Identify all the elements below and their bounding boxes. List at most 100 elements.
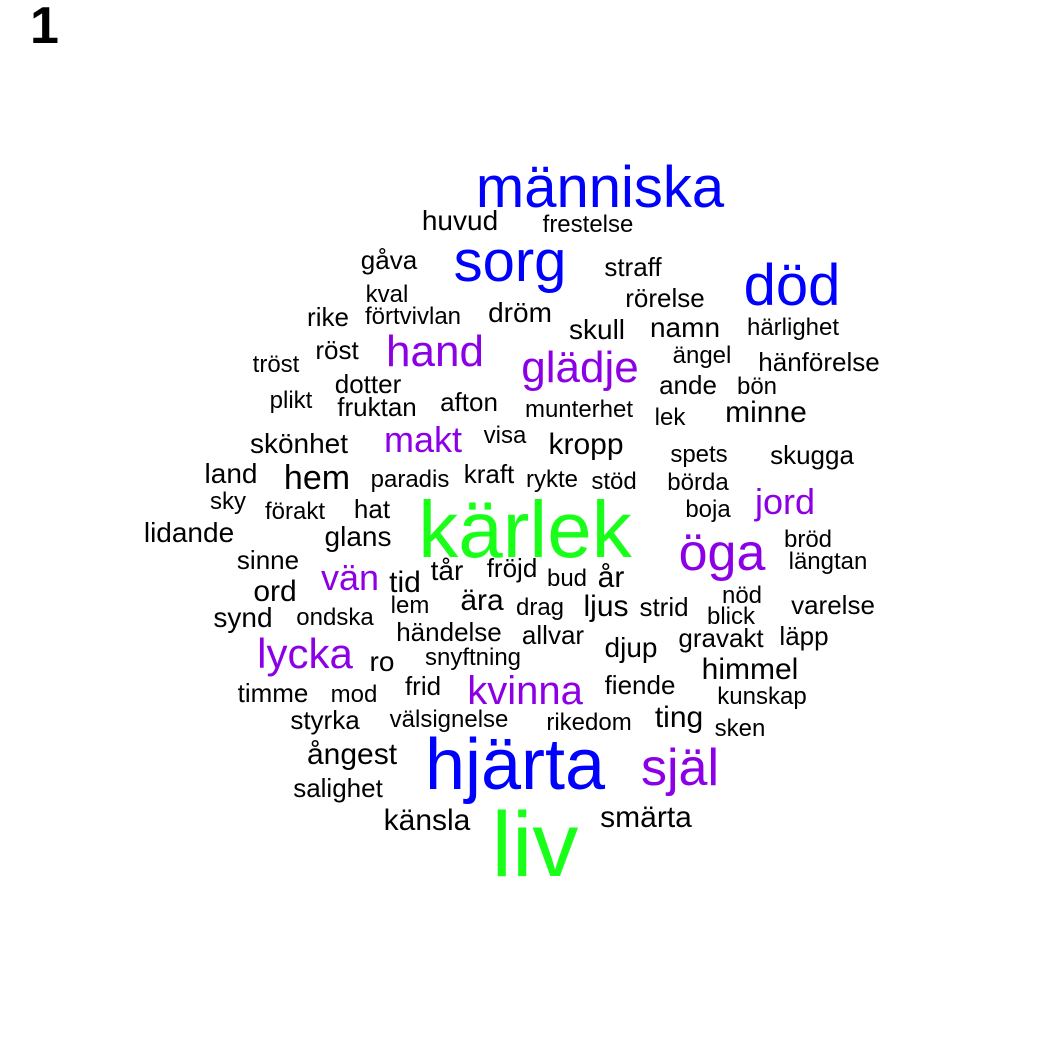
word-cloud-word: mod xyxy=(330,681,378,708)
word-cloud-word: munterhet xyxy=(524,396,634,423)
word-cloud-word: bud xyxy=(546,565,588,592)
word-cloud-word: jord xyxy=(754,481,816,522)
word-cloud-word: djup xyxy=(604,632,658,663)
word-cloud-word: hem xyxy=(283,459,351,497)
word-cloud-word: öga xyxy=(678,524,766,582)
word-cloud-word: makt xyxy=(383,419,463,460)
word-cloud-word: bön xyxy=(736,373,778,400)
word-cloud-word: kärlek xyxy=(418,485,632,574)
word-cloud-word: förakt xyxy=(264,498,326,525)
word-cloud-word: längtan xyxy=(788,548,868,575)
word-cloud-word: land xyxy=(204,458,258,489)
word-cloud-word: vän xyxy=(320,557,380,598)
word-cloud-word: blick xyxy=(706,603,756,630)
word-cloud-word: visa xyxy=(483,422,527,449)
word-cloud-word: smärta xyxy=(600,801,692,834)
word-cloud-word: straff xyxy=(604,252,662,282)
word-cloud-word: paradis xyxy=(370,466,450,493)
word-cloud-word: glädje xyxy=(521,343,639,392)
word-cloud-word: skönhet xyxy=(249,428,349,459)
word-cloud-word: hand xyxy=(386,327,484,376)
word-cloud-word: tröst xyxy=(252,351,300,378)
word-cloud-word: strid xyxy=(639,592,689,622)
word-cloud-word: dröm xyxy=(488,297,552,328)
word-cloud-word: kval xyxy=(365,281,409,308)
word-cloud-word: afton xyxy=(440,387,498,417)
word-cloud-word: härlighet xyxy=(746,314,840,341)
word-cloud-word: känsla xyxy=(383,804,471,837)
word-cloud-word: synd xyxy=(213,602,273,633)
word-cloud-word: år xyxy=(597,561,625,594)
word-cloud-word: sinne xyxy=(236,545,300,575)
word-cloud-word: allvar xyxy=(521,620,585,650)
word-cloud-word: välsignelse xyxy=(389,706,509,733)
word-cloud-word: ångest xyxy=(306,738,398,771)
word-cloud-word: röst xyxy=(315,335,359,365)
word-cloud-word: dotter xyxy=(334,369,402,399)
word-cloud-word: tår xyxy=(430,555,464,586)
word-cloud-word: frestelse xyxy=(542,211,634,238)
word-cloud-word: ande xyxy=(659,370,717,400)
word-cloud-word: läpp xyxy=(779,621,829,651)
word-cloud-word: nöd xyxy=(721,582,763,609)
word-cloud-word: frid xyxy=(404,671,442,701)
word-cloud-word: människa xyxy=(475,155,725,220)
word-cloud-word: lidande xyxy=(143,517,235,548)
word-cloud-word: huvud xyxy=(421,205,499,236)
word-cloud-word: salighet xyxy=(293,773,383,803)
word-cloud-word: börda xyxy=(667,469,729,496)
word-cloud-word: lycka xyxy=(257,630,353,677)
word-cloud-word: död xyxy=(743,253,841,318)
word-cloud-word: händelse xyxy=(396,617,502,647)
word-cloud-word: gåva xyxy=(360,245,418,275)
word-cloud-word: ord xyxy=(253,575,297,608)
word-cloud-word: sorg xyxy=(453,229,567,294)
word-cloud-word: tid xyxy=(389,566,421,599)
word-cloud-word: ära xyxy=(460,584,504,617)
word-cloud-word: fiende xyxy=(604,670,676,700)
word-cloud-word: sken xyxy=(714,715,766,742)
word-cloud-word: gravakt xyxy=(678,623,764,653)
word-cloud-word: varelse xyxy=(791,590,875,620)
word-cloud-word: rykte xyxy=(525,466,579,493)
word-cloud-word: rike xyxy=(307,302,349,332)
word-cloud-word: hat xyxy=(353,494,391,524)
word-cloud-word: namn xyxy=(649,312,721,343)
word-cloud-word: fröjd xyxy=(486,553,538,583)
word-cloud-word: hjärta xyxy=(424,725,606,805)
word-cloud-word: skull xyxy=(568,314,626,345)
word-cloud-word: rikedom xyxy=(546,709,632,736)
word-cloud-word: snyftning xyxy=(424,644,522,671)
word-cloud-word: kunskap xyxy=(717,683,807,710)
word-cloud-word: himmel xyxy=(701,653,799,686)
word-cloud-word: ljus xyxy=(583,590,629,623)
word-cloud-word: plikt xyxy=(269,387,313,414)
word-cloud-word: rörelse xyxy=(625,283,705,313)
word-cloud-word: styrka xyxy=(290,705,360,735)
word-cloud-word: spets xyxy=(670,441,728,468)
word-cloud-word: själ xyxy=(640,739,720,797)
word-cloud-word: ondska xyxy=(296,604,374,631)
word-cloud-word: lem xyxy=(390,592,430,619)
word-cloud-word: sky xyxy=(210,488,246,515)
word-cloud-word: ro xyxy=(369,646,395,677)
word-cloud-word: drag xyxy=(515,594,565,621)
word-cloud-word: skugga xyxy=(770,440,854,470)
word-cloud-word: liv xyxy=(491,794,579,896)
word-cloud-word: stöd xyxy=(591,468,637,495)
panel-label: 1 xyxy=(30,0,59,55)
word-cloud-word: hänförelse xyxy=(758,347,880,377)
word-cloud-word: ting xyxy=(654,701,704,734)
word-cloud-word: boja xyxy=(685,496,731,523)
word-cloud-word: bröd xyxy=(783,526,833,553)
word-cloud-word: fruktan xyxy=(337,392,417,422)
word-cloud-word: glans xyxy=(324,521,392,552)
word-cloud-word: kraft xyxy=(463,459,515,489)
word-cloud-word: kropp xyxy=(548,428,624,461)
word-cloud-word: timme xyxy=(237,678,309,708)
word-cloud-word: minne xyxy=(725,396,807,429)
word-cloud-word: förtvivlan xyxy=(364,303,462,330)
word-cloud-word: kvinna xyxy=(467,669,583,713)
word-cloud-word: lek xyxy=(654,404,686,431)
